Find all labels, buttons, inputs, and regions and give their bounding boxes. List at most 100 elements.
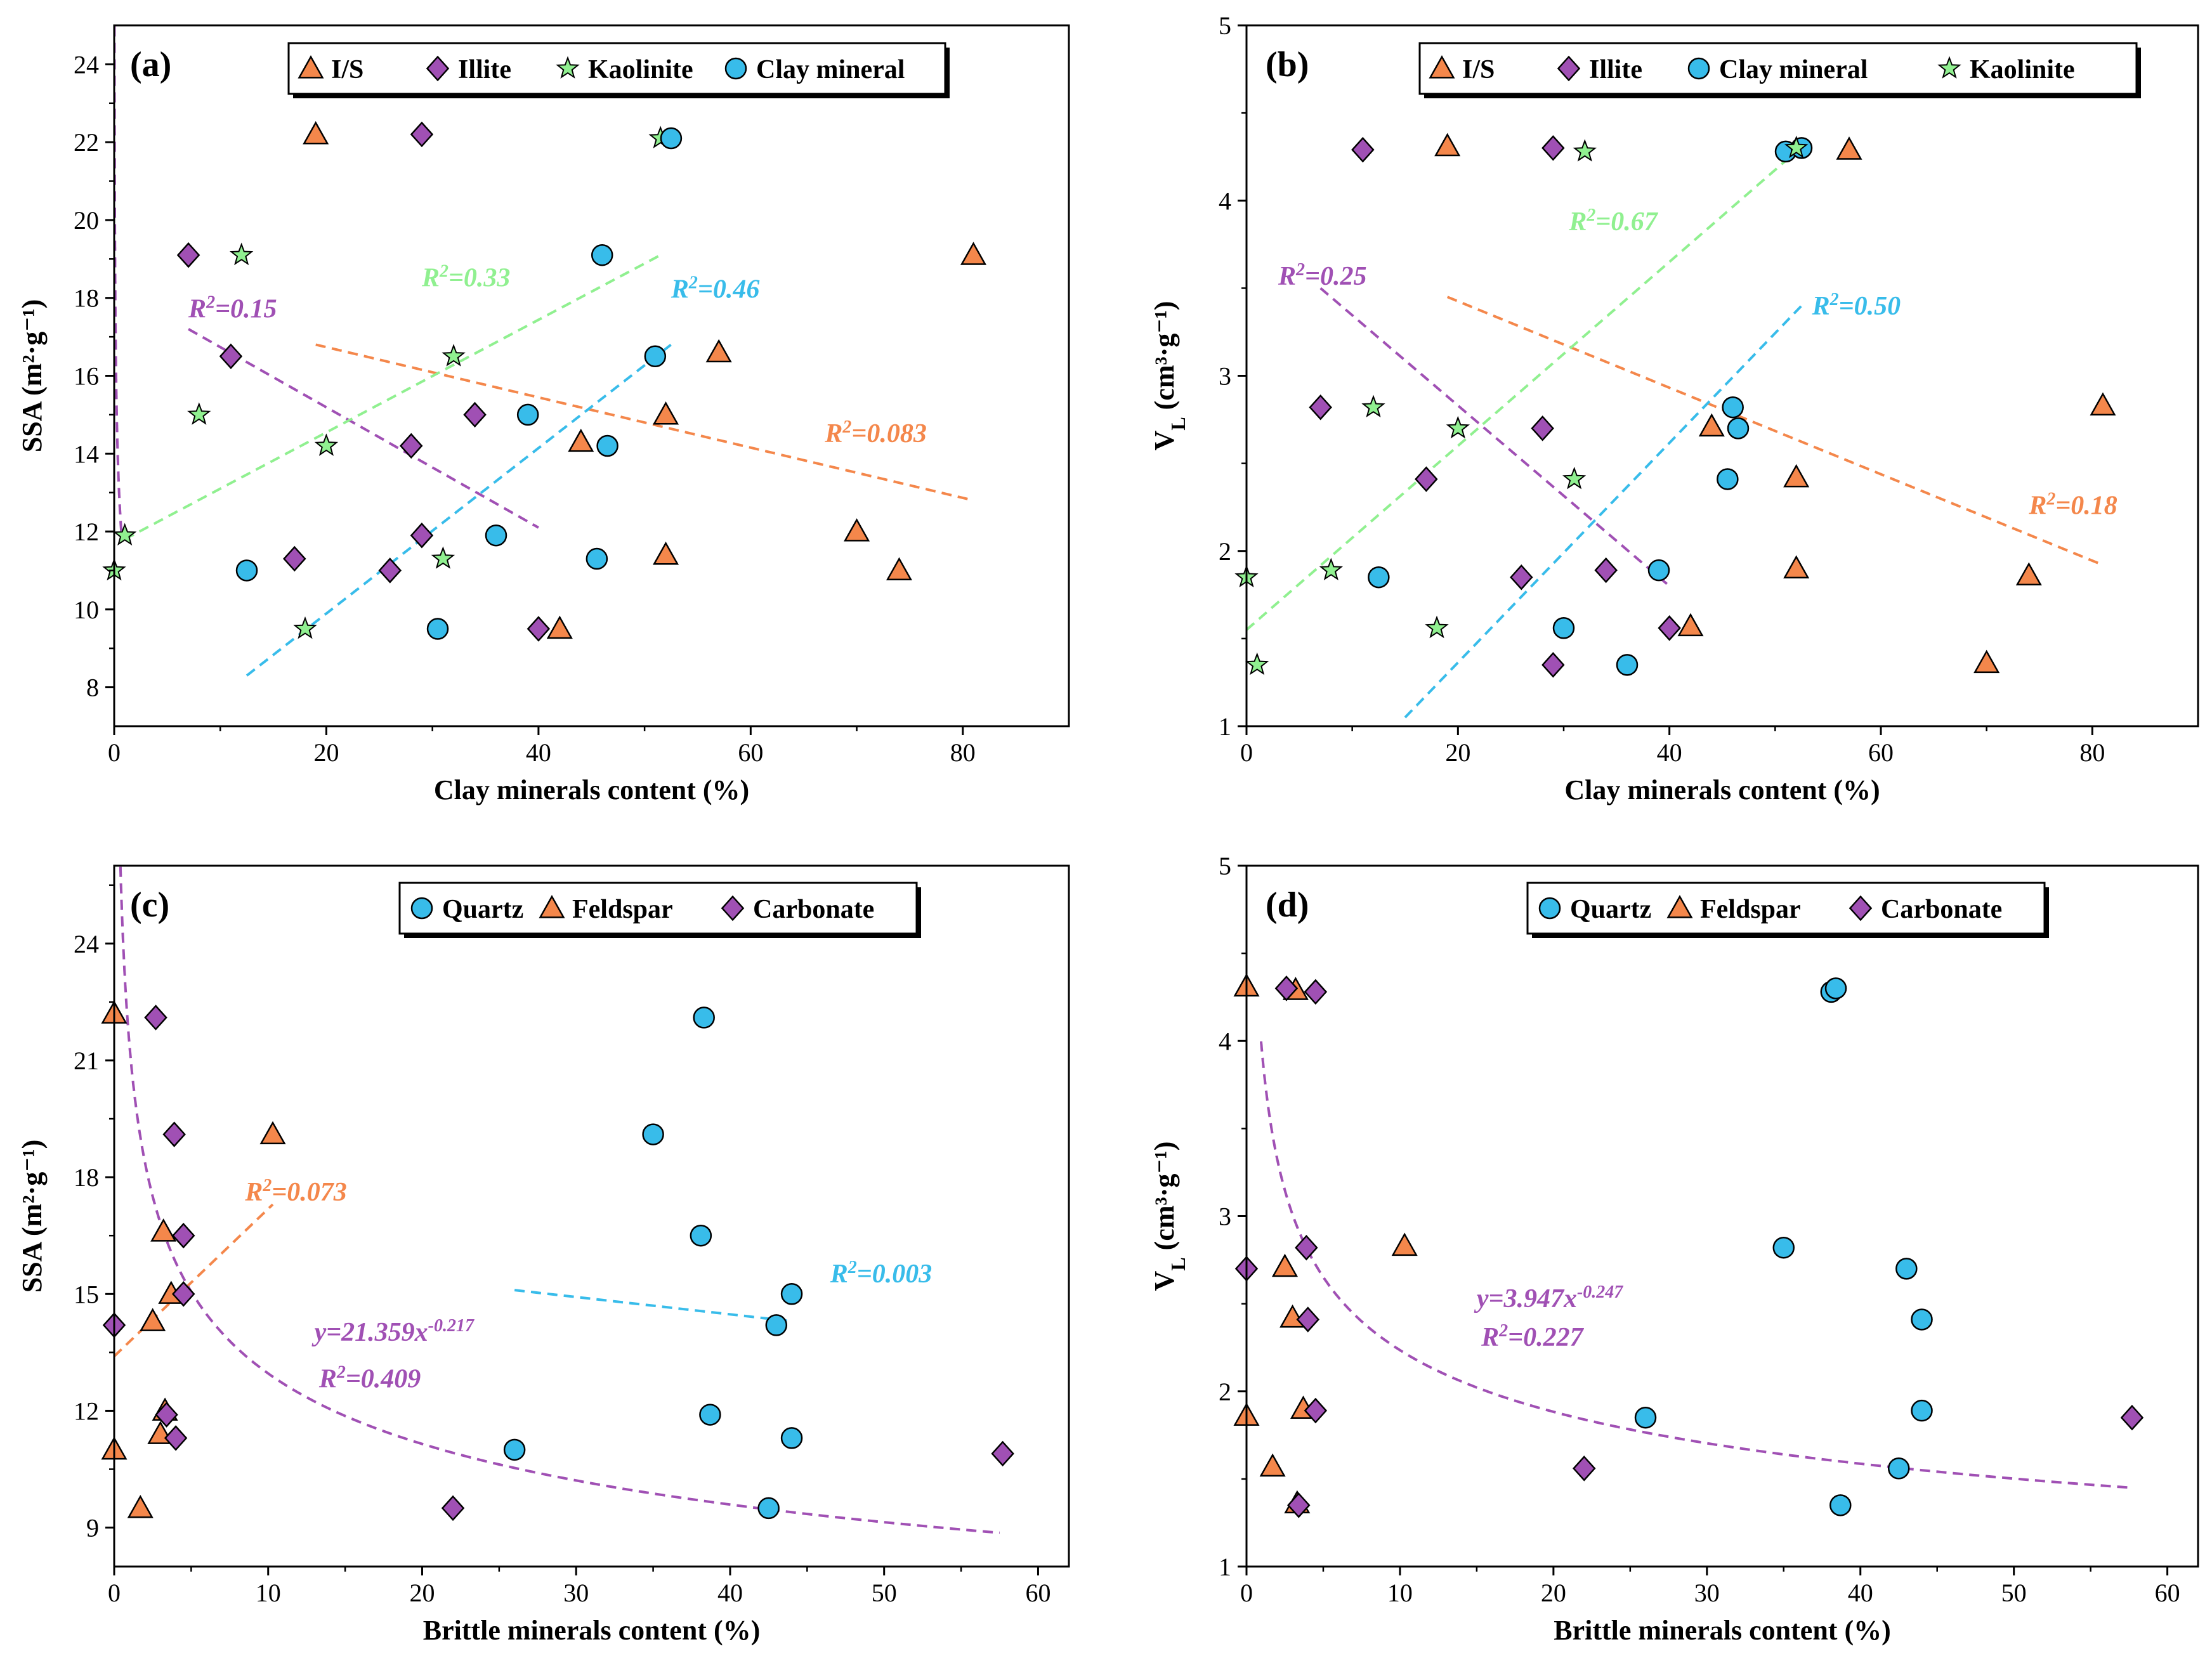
data-point: [431, 546, 455, 569]
data-point: [765, 1314, 788, 1336]
fit-lines: [1260, 1041, 2130, 1489]
data-point: [780, 1283, 803, 1305]
fit-annotation: R2=0.33: [421, 261, 510, 293]
legend-marker-circle: [724, 57, 747, 80]
data-point: [410, 121, 434, 148]
series-i-s: [303, 121, 987, 639]
y-tick-label: 4: [1219, 186, 1231, 215]
data-point: [399, 433, 423, 459]
legend-marker-star: [1937, 56, 1961, 79]
y-tick-label: 18: [74, 1163, 99, 1192]
fit-line-2: [124, 254, 662, 541]
fit-annotation: y=3.947x-0.247: [1474, 1282, 1623, 1314]
y-tick-label: 9: [86, 1514, 99, 1542]
y-tick-label: 8: [86, 674, 99, 702]
y-tick-label: 24: [74, 50, 99, 79]
data-point: [693, 1007, 715, 1029]
data-point: [1295, 1234, 1318, 1261]
fit-annotation: R2=0.25: [1278, 259, 1366, 291]
x-tick-label: 60: [2155, 1579, 2180, 1607]
data-point: [314, 433, 339, 456]
legend-box: [398, 882, 918, 935]
legend-label: Carbonate: [1881, 895, 2002, 924]
y-tick-label: 10: [74, 596, 99, 624]
data-point: [1351, 136, 1375, 163]
legend: Quartz Feldspar Carbonate: [1526, 882, 2049, 938]
series-illite: [1309, 135, 1681, 678]
data-point: [1425, 615, 1449, 639]
x-tick-label: 10: [256, 1579, 281, 1607]
data-point: [293, 616, 317, 639]
x-tick-label: 50: [872, 1579, 897, 1607]
series-quartz: [1634, 977, 1933, 1516]
data-point: [699, 1404, 721, 1426]
data-point: [591, 244, 613, 266]
series-kaolinite: [102, 126, 672, 639]
data-point: [1783, 464, 1810, 488]
data-point: [780, 1427, 803, 1449]
x-axis-label: Clay minerals content (%): [434, 774, 749, 805]
legend-marker-diamond: [1557, 55, 1581, 82]
legend: I/S Illite Kaolinite Clay mineral: [287, 42, 950, 98]
fit-line-3: [1404, 304, 1803, 719]
legend-marker-circle: [410, 897, 433, 920]
data-point: [1717, 468, 1739, 490]
data-point: [442, 344, 466, 367]
plot-frame: [1245, 24, 2199, 727]
series-i-s: [1434, 133, 2116, 674]
legend-marker-diamond: [426, 55, 450, 82]
data-point: [1895, 1258, 1918, 1280]
fit-annotation: R2=0.073: [244, 1175, 346, 1207]
data-point: [1309, 394, 1332, 420]
x-tick-label: 80: [950, 738, 976, 767]
x-tick-label: 20: [409, 1579, 435, 1607]
x-axis-label: Clay minerals content (%): [1564, 774, 1880, 805]
data-point: [1368, 566, 1390, 589]
legend-label: Illite: [1589, 55, 1642, 84]
fit-annotation: R2=0.409: [318, 1362, 421, 1394]
data-point: [1361, 394, 1385, 418]
y-axis-label: VL (cm³·g⁻¹): [1149, 1142, 1189, 1291]
data-point: [1836, 136, 1862, 160]
data-point: [112, 523, 137, 546]
data-point: [960, 242, 987, 265]
data-point: [1296, 1307, 1320, 1333]
x-tick-label: 10: [1387, 1579, 1413, 1607]
legend-label: I/S: [331, 55, 363, 84]
data-point: [1647, 559, 1670, 582]
data-point: [229, 242, 254, 266]
data-point: [1911, 1308, 1933, 1331]
panel-a-label: (a): [130, 45, 171, 84]
legend-label: I/S: [1462, 55, 1495, 84]
series-illite: [176, 121, 551, 642]
legend-label: Kaolinite: [588, 55, 693, 84]
data-point: [642, 1123, 664, 1145]
y-tick-label: 1: [1219, 712, 1231, 741]
data-point: [1658, 615, 1681, 641]
data-point: [235, 559, 258, 582]
legend-label: Quartz: [442, 895, 523, 924]
legend-marker-circle: [1538, 897, 1561, 920]
data-point: [140, 1308, 166, 1331]
data-point: [162, 1121, 186, 1147]
x-tick-label: 40: [526, 738, 551, 767]
data-point: [378, 557, 402, 583]
x-tick-label: 50: [2001, 1579, 2027, 1607]
data-point: [463, 401, 487, 428]
legend-label: Quartz: [1570, 895, 1651, 924]
y-tick-label: 15: [74, 1280, 99, 1308]
data-point: [844, 518, 870, 542]
fit-annotation: R2=0.46: [671, 273, 759, 304]
fit-line-0: [1446, 296, 2104, 566]
x-tick-label: 20: [313, 738, 339, 767]
fit-lines: [114, 26, 974, 677]
plot-frame: [113, 864, 1070, 1568]
fit-line-0: [114, 1203, 274, 1357]
data-point: [690, 1224, 712, 1247]
fit-curve-4: [114, 26, 123, 537]
legend: I/S Illite Clay mineral Kaolinite: [1418, 42, 2141, 98]
legend-marker-triangle: [1666, 895, 1693, 918]
legend-label: Clay mineral: [1719, 55, 1868, 84]
x-tick-label: 20: [1541, 1579, 1566, 1607]
